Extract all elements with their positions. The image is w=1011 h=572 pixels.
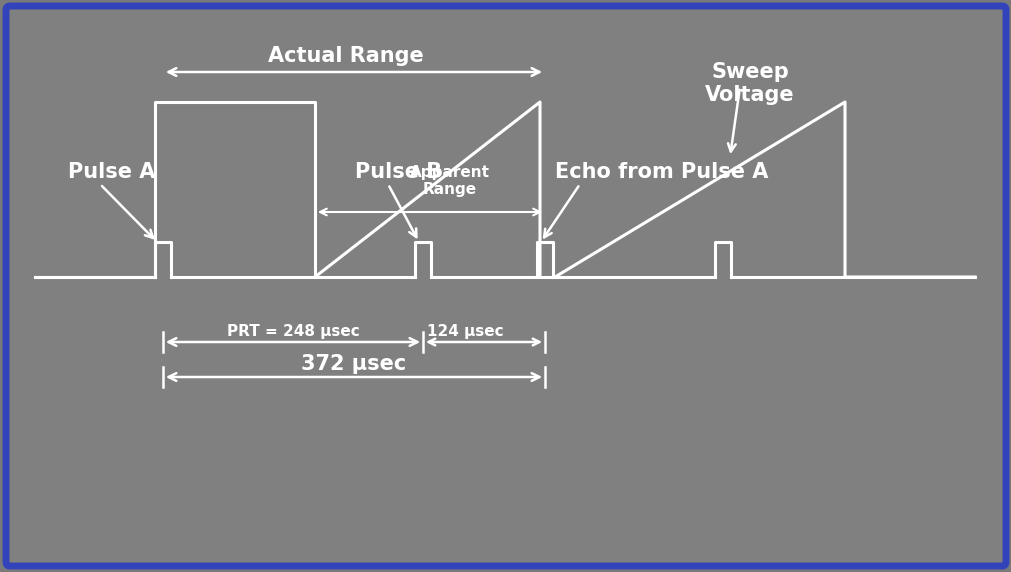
Text: Echo from Pulse A: Echo from Pulse A — [554, 162, 767, 182]
Text: Sweep
Voltage: Sweep Voltage — [705, 62, 794, 105]
Text: 372 μsec: 372 μsec — [301, 354, 406, 374]
Text: PRT = 248 μsec: PRT = 248 μsec — [226, 324, 359, 339]
Text: Pulse B: Pulse B — [355, 162, 442, 182]
FancyBboxPatch shape — [6, 6, 1005, 566]
Text: Apparent
Range: Apparent Range — [409, 165, 489, 197]
Text: 124 μsec: 124 μsec — [427, 324, 503, 339]
Text: Pulse A: Pulse A — [68, 162, 156, 182]
Text: Actual Range: Actual Range — [268, 46, 424, 66]
